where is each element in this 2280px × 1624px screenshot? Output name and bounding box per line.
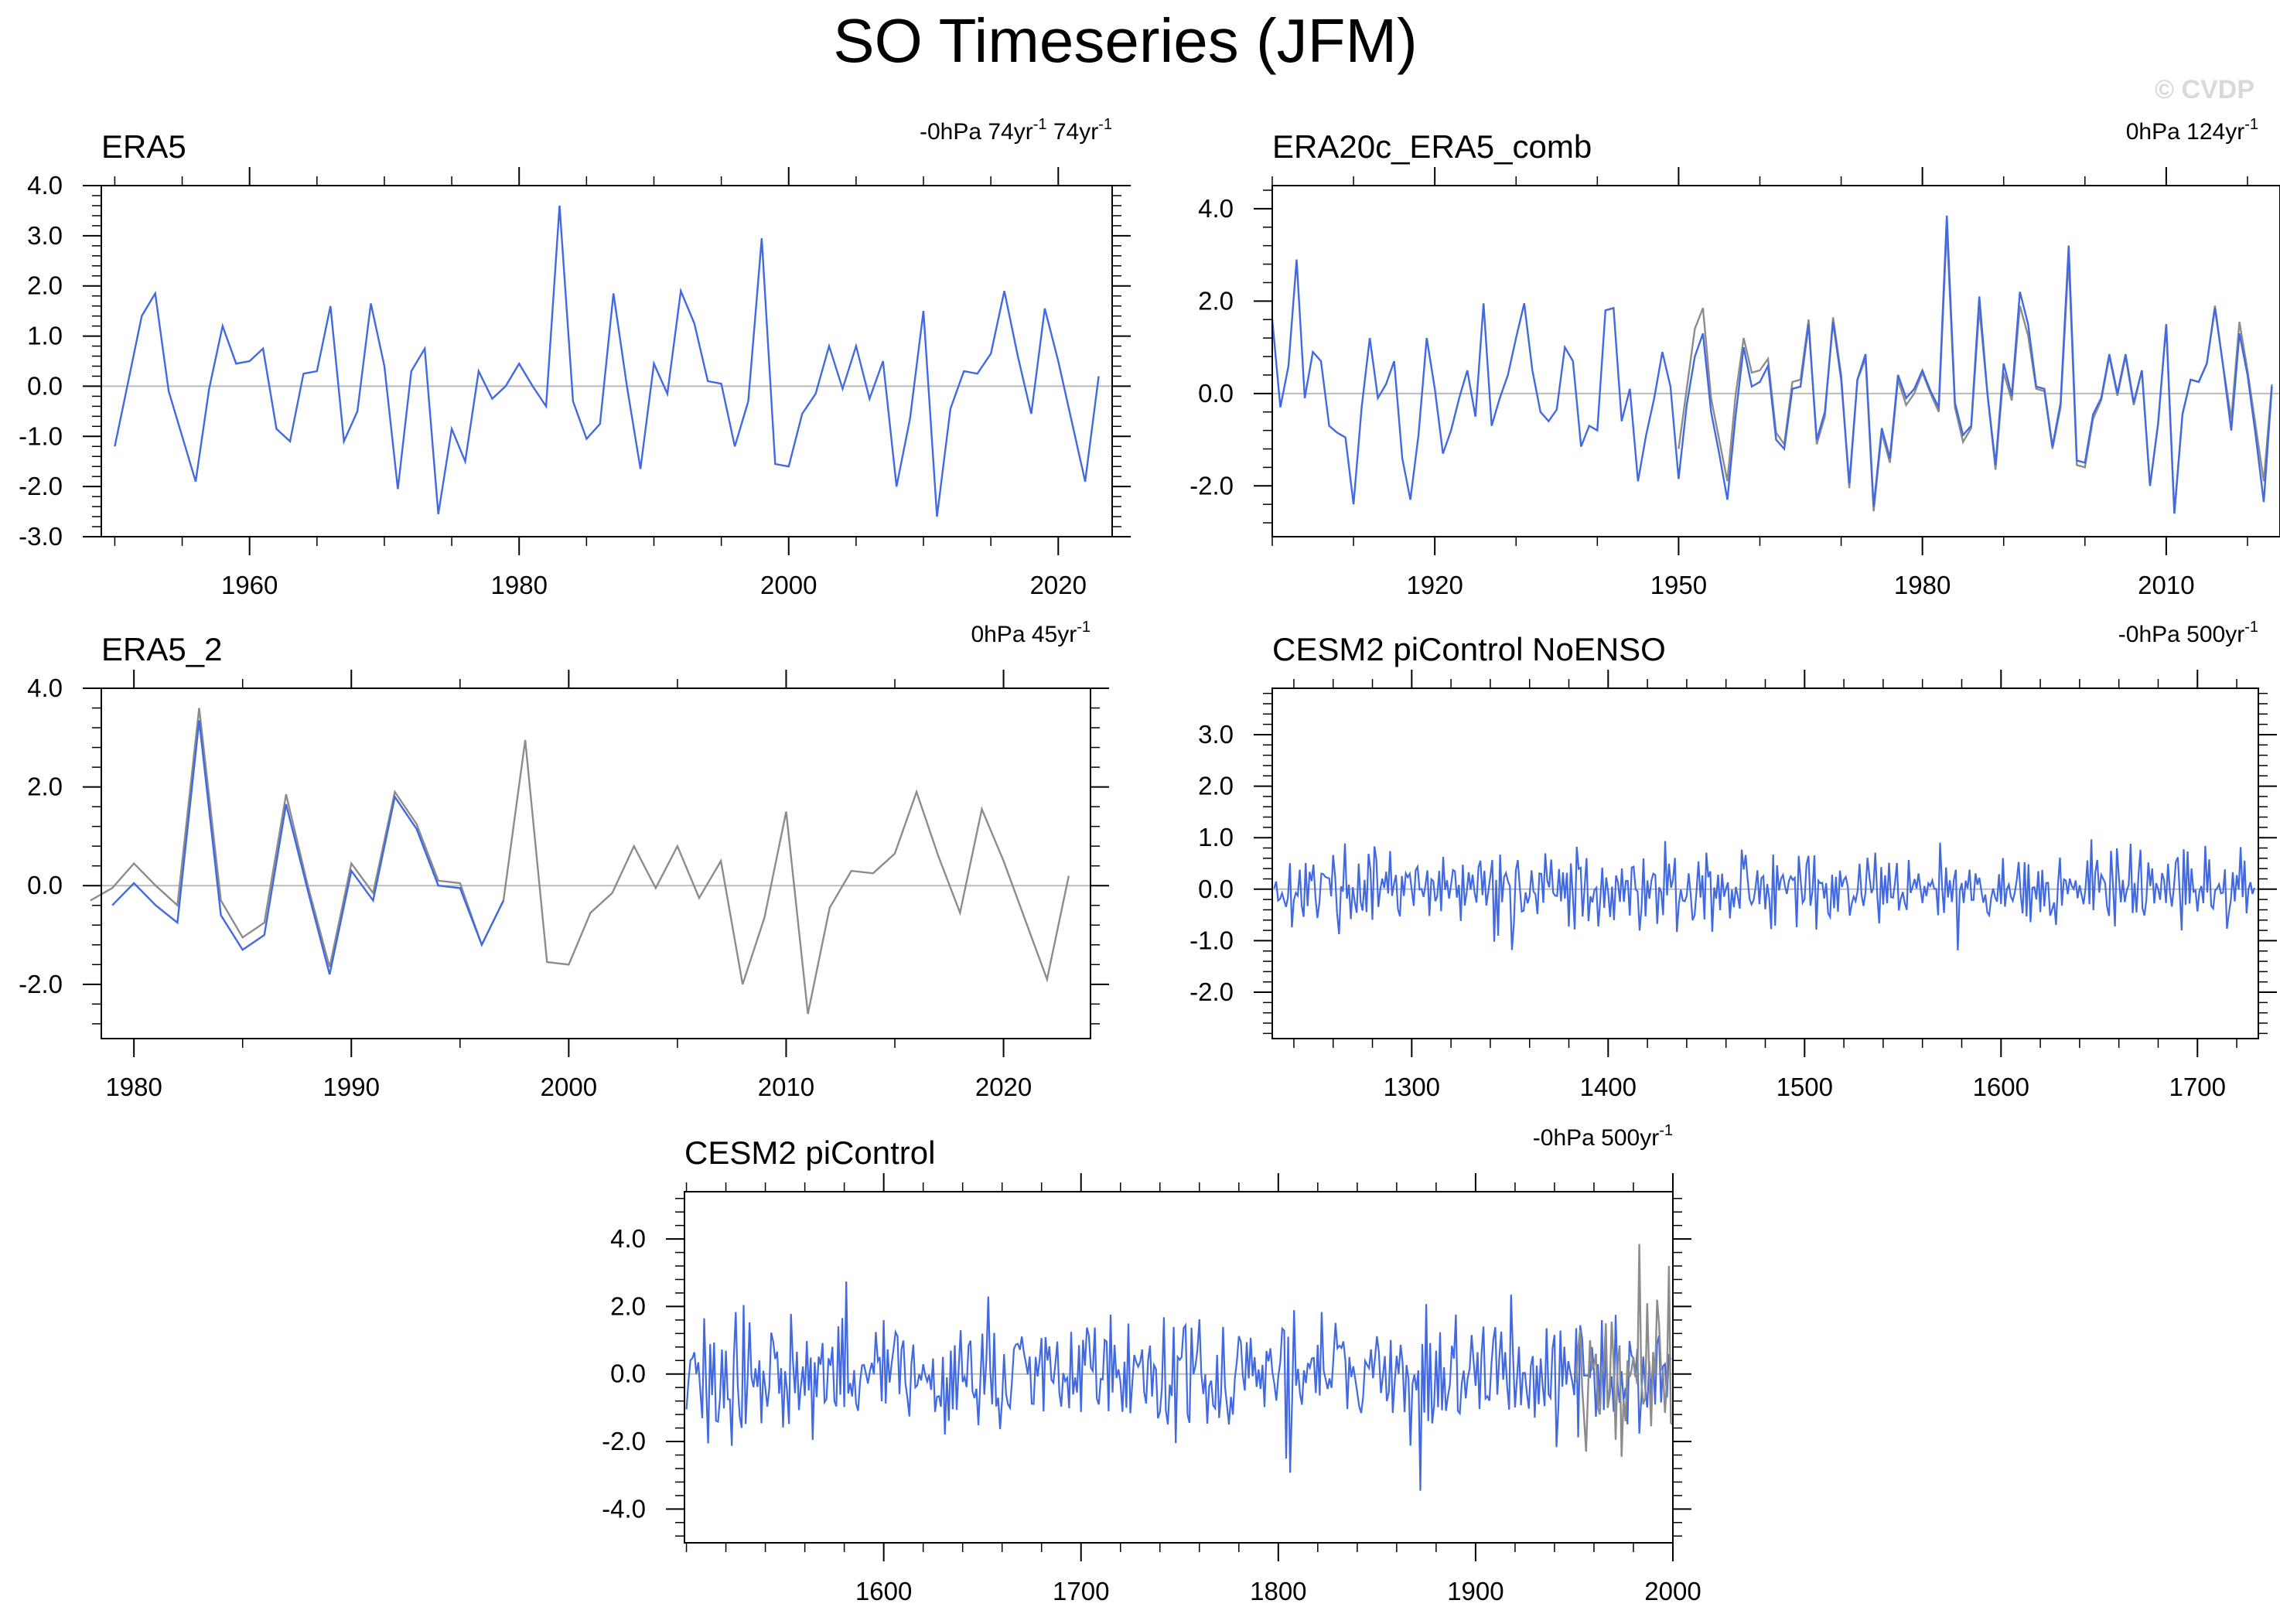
panel-title: ERA20c_ERA5_comb	[1272, 128, 1592, 165]
x-tick-label: 2020	[975, 1073, 1032, 1101]
x-tick-label: 1700	[1053, 1577, 1109, 1605]
series-line-cesm2-picontrol-noenso	[1273, 839, 2255, 950]
y-tick-label: 4.0	[610, 1224, 646, 1253]
y-tick-label: -4.0	[602, 1494, 646, 1523]
y-tick-label: 1.0	[1198, 823, 1234, 851]
x-tick-label: 1800	[1250, 1577, 1306, 1605]
x-tick-label: 1920	[1406, 571, 1463, 599]
panel-title: ERA5_2	[101, 631, 222, 667]
y-tick-label: 4.0	[27, 674, 63, 702]
x-tick-label: 1300	[1384, 1073, 1440, 1101]
figure-title: SO Timeseries (JFM)	[833, 6, 1418, 75]
x-tick-label: 1980	[105, 1073, 162, 1101]
x-tick-label: 1980	[1894, 571, 1951, 599]
x-tick-label: 2010	[758, 1073, 814, 1101]
panel-annotation: 0hPa 124yr-1	[2126, 116, 2258, 145]
plot-frame	[684, 1191, 1674, 1544]
x-tick-label: 1900	[1447, 1577, 1504, 1605]
series-line-era5	[90, 708, 1070, 1015]
x-tick-label: 1500	[1777, 1073, 1833, 1101]
panel-annotation: -0hPa 500yr-1	[2118, 619, 2258, 647]
y-tick-label: 2.0	[1198, 772, 1234, 800]
y-tick-label: 2.0	[610, 1291, 646, 1320]
y-tick-label: -2.0	[19, 970, 63, 998]
y-tick-label: 3.0	[1198, 720, 1234, 749]
panel-era20c-era5-comb: ERA20c_ERA5_comb 0hPa 124yr-1 -2.0 0.0 2.0 4.…	[1189, 116, 2280, 599]
panel-cesm2-picontrol: CESM2 piControl -0hPa 500yr-1 -4.0 -2.0 0.0 2…	[602, 1122, 1701, 1605]
x-tick-label: 2000	[760, 571, 817, 599]
y-tick-label: 0.0	[610, 1360, 646, 1388]
panel-title: CESM2 piControl NoENSO	[1272, 631, 1666, 667]
y-tick-label: -2.0	[1189, 977, 1234, 1006]
x-tick-label: 2000	[1644, 1577, 1701, 1605]
series-line-era5-2	[111, 720, 505, 975]
y-tick-label: 1.0	[27, 322, 63, 350]
panel-title: CESM2 piControl	[684, 1134, 935, 1171]
y-tick-label: 0.0	[1198, 379, 1234, 408]
x-tick-label: 1990	[323, 1073, 380, 1101]
y-tick-label: 2.0	[27, 271, 63, 300]
y-tick-label: -1.0	[1189, 926, 1234, 954]
panel-era5: ERA5 -0hPa 74yr-1 74yr-1 -3.0 -2.0 -1.0 0.0 1.…	[19, 116, 1131, 599]
x-tick-label: 2000	[541, 1073, 597, 1101]
y-tick-label: 0.0	[27, 371, 63, 400]
y-tick-label: -2.0	[602, 1427, 646, 1455]
x-tick-label: 1980	[491, 571, 548, 599]
y-tick-label: -3.0	[19, 522, 63, 551]
x-tick-label: 1600	[1973, 1073, 2029, 1101]
y-tick-label: -2.0	[1189, 471, 1234, 500]
panel-title: ERA5	[101, 128, 186, 165]
panel-annotation: 0hPa 45yr-1	[971, 619, 1091, 647]
watermark: © CVDP	[2155, 75, 2254, 104]
y-tick-label: 2.0	[27, 773, 63, 801]
series-line-cesm2-picontrol	[685, 1281, 1672, 1491]
x-tick-label: 2010	[2138, 571, 2194, 599]
series-line-era20c-era5-comb	[1575, 1244, 1674, 1457]
panel-annotation: -0hPa 74yr-1 74yr-1	[920, 116, 1112, 145]
x-tick-label: 1400	[1580, 1073, 1637, 1101]
panel-annotation: -0hPa 500yr-1	[1533, 1122, 1673, 1151]
plot-frame	[101, 687, 1091, 1039]
y-tick-label: -2.0	[19, 472, 63, 500]
x-tick-label: 2020	[1030, 571, 1087, 599]
y-tick-label: -1.0	[19, 421, 63, 450]
y-tick-label: 0.0	[1198, 875, 1234, 903]
panel-cesm2-picontrol-noenso: CESM2 piControl NoENSO -0hPa 500yr-1 -2.0 -…	[1189, 619, 2277, 1101]
x-tick-label: 1600	[855, 1577, 912, 1605]
y-tick-label: 4.0	[1198, 194, 1234, 223]
plot-frame	[1271, 185, 2280, 537]
x-tick-label: 1700	[2169, 1073, 2226, 1101]
y-tick-label: 0.0	[27, 871, 63, 899]
y-tick-label: 3.0	[27, 221, 63, 250]
series-line-era20c-era5-comb	[1271, 215, 2273, 514]
y-tick-label: 2.0	[1198, 286, 1234, 315]
plot-frame	[101, 185, 1113, 537]
x-tick-label: 1950	[1650, 571, 1707, 599]
panel-era5-2: ERA5_2 0hPa 45yr-1 -2.0 0.0 2.0 4.0 1980 1990 20…	[19, 619, 1109, 1101]
x-tick-label: 1960	[221, 571, 278, 599]
series-line-era5	[114, 205, 1100, 517]
y-tick-label: 4.0	[27, 171, 63, 200]
